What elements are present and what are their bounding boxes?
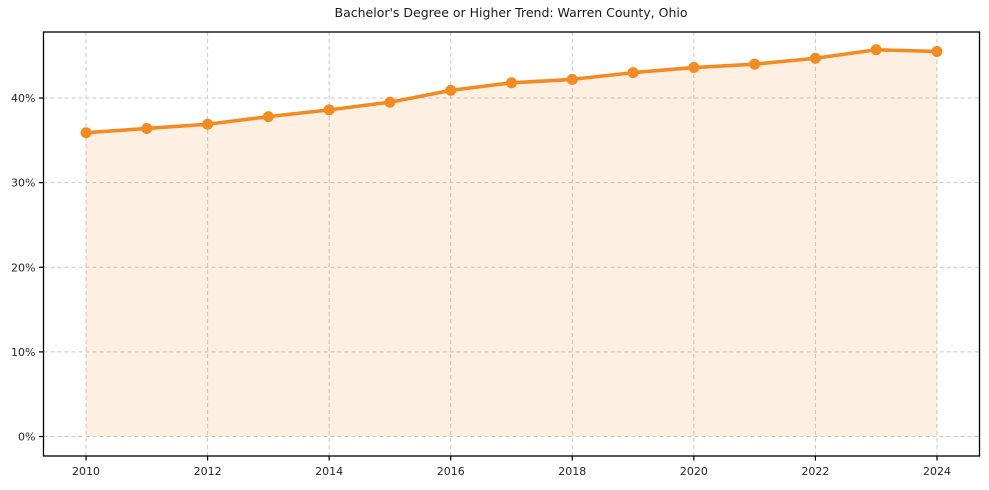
data-point-2024: [931, 45, 943, 57]
gridlines: [43, 32, 980, 456]
x-tick-label: 2014: [315, 465, 343, 478]
data-point-2019: [627, 67, 639, 79]
data-point-2011: [141, 122, 153, 134]
data-point-2010: [80, 127, 92, 139]
y-tick-label: 10%: [11, 346, 35, 359]
x-tick-label: 2016: [437, 465, 465, 478]
x-tick-label: 2010: [72, 465, 100, 478]
data-point-2022: [809, 52, 821, 64]
x-tick-label: 2018: [558, 465, 586, 478]
area-fill: [86, 49, 937, 437]
data-point-2023: [870, 44, 882, 56]
data-point-2016: [445, 84, 457, 96]
x-tick-label: 2022: [801, 465, 829, 478]
data-point-2013: [262, 111, 274, 123]
data-point-2018: [566, 73, 578, 85]
axis-ticks: [39, 97, 938, 461]
chart-title: Bachelor's Degree or Higher Trend: Warre…: [334, 5, 688, 20]
axis-tick-labels: 2010 2012 2014 2016 2018 2020 2022 2024 0% 10% 20%…: [11, 92, 951, 478]
y-tick-label: 30%: [11, 177, 35, 190]
data-point-2017: [506, 77, 517, 89]
x-tick-label: 2024: [923, 465, 951, 478]
data-point-2015: [384, 96, 396, 108]
y-tick-label: 20%: [11, 261, 35, 274]
x-tick-label: 2012: [194, 465, 222, 478]
data-point-2020: [688, 62, 700, 74]
y-tick-label: 0%: [18, 431, 35, 444]
data-point-2021: [749, 58, 761, 70]
y-tick-label: 40%: [11, 92, 35, 105]
plot-border: [42, 31, 981, 457]
data-points: [80, 44, 943, 139]
data-point-2014: [323, 104, 335, 116]
x-tick-label: 2020: [680, 465, 708, 478]
data-point-2012: [202, 118, 214, 130]
